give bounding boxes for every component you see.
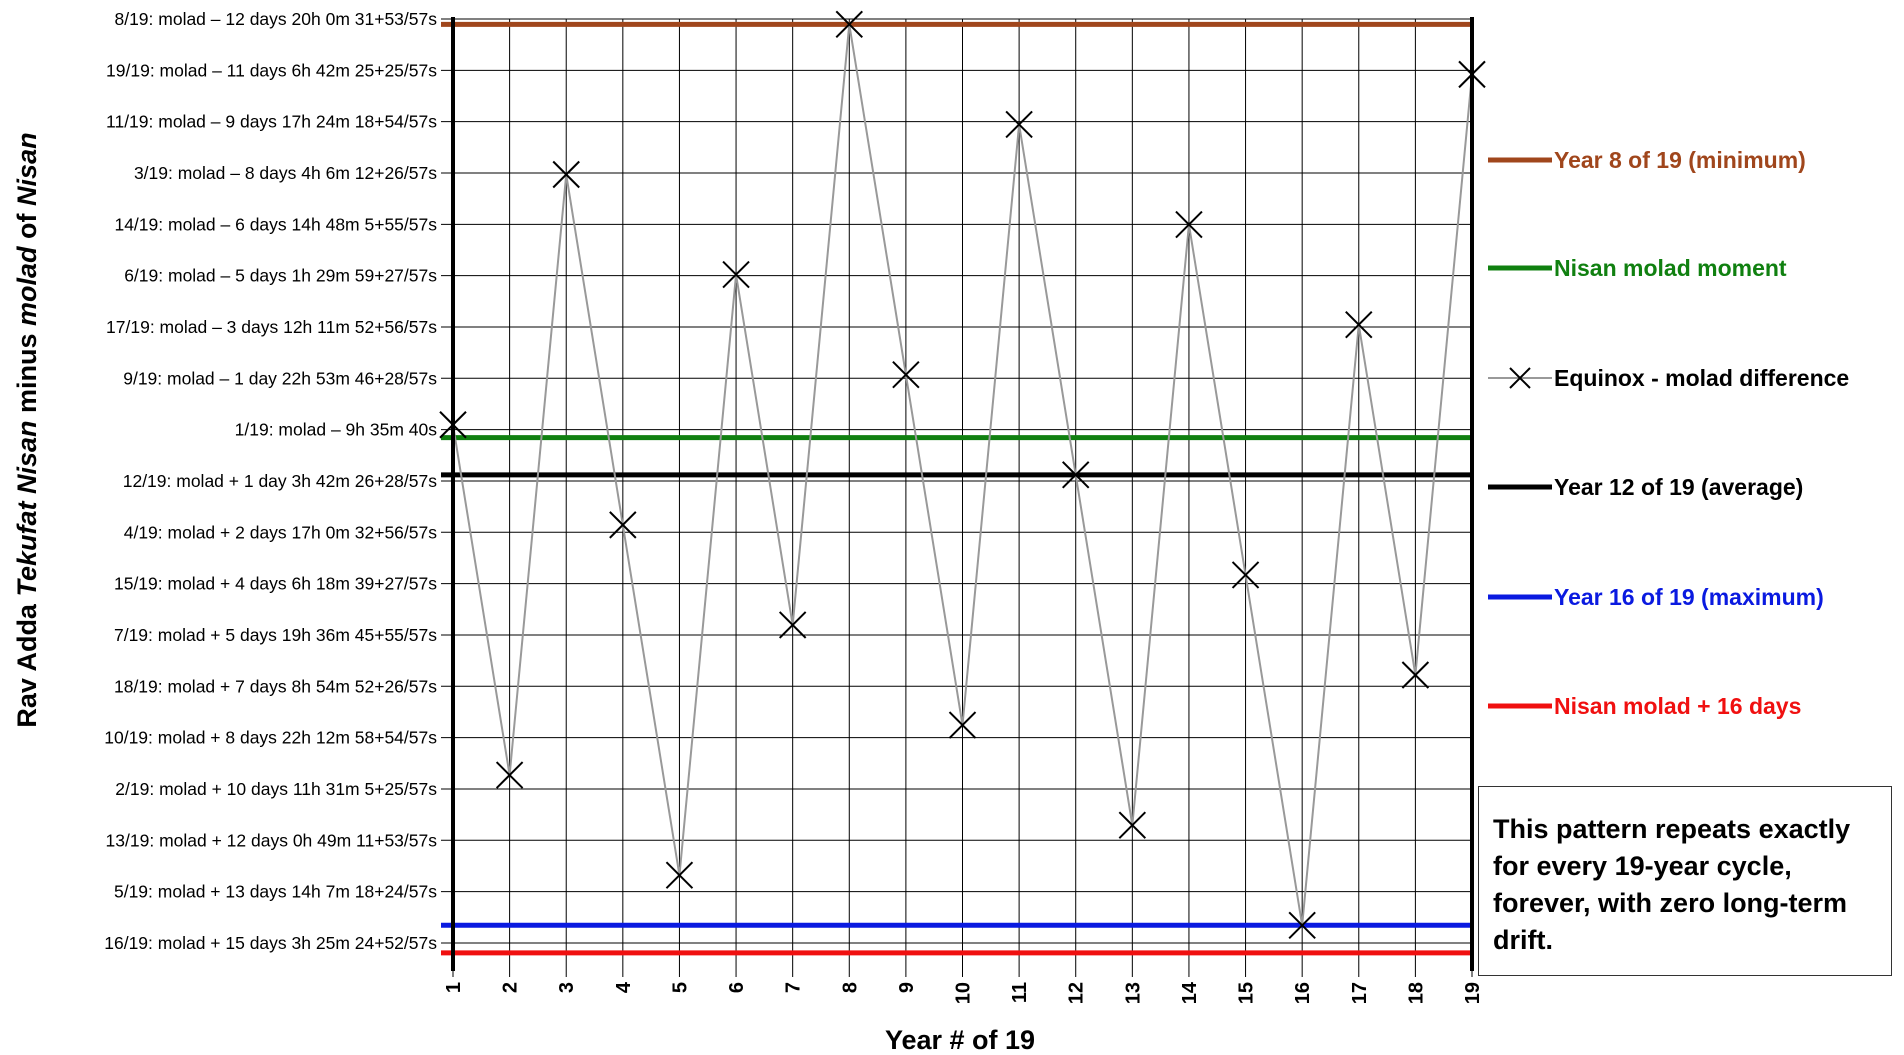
data-point-marker bbox=[609, 511, 637, 539]
data-point-marker bbox=[552, 160, 580, 189]
x-tick-label: 10 bbox=[953, 982, 975, 1004]
y-tick-label: 1/19: molad – 9h 35m 40s bbox=[235, 420, 438, 440]
y-tick-label: 7/19: molad + 5 days 19h 36m 45+55/57s bbox=[114, 625, 437, 645]
x-tick-label: 9 bbox=[896, 982, 918, 993]
y-tick-label: 6/19: molad – 5 days 1h 29m 59+27/57s bbox=[124, 266, 437, 286]
data-point-marker bbox=[778, 611, 807, 639]
legend-label: Year 12 of 19 (average) bbox=[1554, 474, 1803, 500]
y-tick-label: 3/19: molad – 8 days 4h 6m 12+26/57s bbox=[134, 163, 437, 183]
data-point-marker bbox=[1288, 911, 1316, 940]
data-point-marker bbox=[892, 361, 920, 389]
y-tick-label: 12/19: molad + 1 day 3h 42m 26+28/57s bbox=[123, 471, 438, 491]
data-point-marker bbox=[1118, 811, 1147, 839]
y-tick-label: 11/19: molad – 9 days 17h 24m 18+54/57s bbox=[106, 112, 437, 132]
data-point-marker bbox=[948, 711, 977, 739]
y-tick-label: 13/19: molad + 12 days 0h 49m 11+53/57s bbox=[106, 830, 438, 850]
y-tick-label: 18/19: molad + 7 days 8h 54m 52+26/57s bbox=[114, 676, 437, 696]
x-axis-title: Year # of 19 bbox=[885, 1025, 1035, 1055]
grid bbox=[441, 18, 1473, 977]
x-tick-label: 14 bbox=[1179, 981, 1201, 1004]
x-tick-label: 6 bbox=[726, 982, 748, 993]
y-tick-label: 2/19: molad + 10 days 11h 31m 5+25/57s bbox=[115, 779, 437, 799]
legend-item: Year 8 of 19 (minimum) bbox=[1488, 147, 1806, 173]
y-tick-label: 19/19: molad – 11 days 6h 42m 25+25/57s bbox=[106, 60, 437, 80]
y-tick-label: 9/19: molad – 1 day 22h 53m 46+28/57s bbox=[123, 368, 437, 388]
data-point-marker bbox=[665, 861, 694, 889]
y-tick-label: 8/19: molad – 12 days 20h 0m 31+53/57s bbox=[114, 9, 437, 29]
x-tick-label: 11 bbox=[1009, 982, 1031, 1003]
legend: Year 8 of 19 (minimum) Nisan molad moment… bbox=[1488, 147, 1849, 719]
legend-item: Nisan molad moment bbox=[1488, 255, 1787, 281]
y-axis-title-part: Tekufat Nisan bbox=[12, 420, 42, 596]
x-tick-label: 12 bbox=[1066, 982, 1088, 1004]
x-tick-label: 3 bbox=[556, 982, 578, 993]
x-tick-label: 4 bbox=[613, 981, 635, 993]
y-tick-label: 14/19: molad – 6 days 14h 48m 5+55/57s bbox=[114, 214, 437, 234]
data-point-marker bbox=[1062, 461, 1090, 489]
legend-item: Year 12 of 19 (average) bbox=[1488, 474, 1803, 500]
y-axis-title-part: Nisan bbox=[12, 132, 42, 206]
data-series bbox=[439, 10, 1486, 940]
data-point-marker bbox=[1345, 310, 1373, 339]
data-point-marker bbox=[1401, 661, 1430, 689]
x-tick-label: 15 bbox=[1236, 982, 1258, 1004]
x-tick-label: 8 bbox=[839, 982, 861, 993]
x-tick-label: 1 bbox=[443, 982, 465, 993]
x-tick-label: 16 bbox=[1292, 982, 1314, 1004]
legend-label: Nisan molad + 16 days bbox=[1554, 693, 1801, 719]
legend-item: Nisan molad + 16 days bbox=[1488, 693, 1801, 719]
data-point-marker bbox=[495, 761, 524, 789]
x-tick-label: 5 bbox=[669, 982, 691, 993]
legend-label: Year 16 of 19 (maximum) bbox=[1554, 584, 1824, 610]
y-axis-title-part: minus bbox=[12, 326, 42, 421]
x-tick-label: 17 bbox=[1349, 982, 1371, 1004]
y-tick-label: 5/19: molad + 13 days 14h 7m 18+24/57s bbox=[114, 882, 437, 902]
x-tick-labels: 1 2 3 4 5 6 7 8 9 10 11 12 13 14 15 16 17 18 19 bbox=[443, 981, 1484, 1004]
axes bbox=[451, 17, 1474, 971]
x-tick-label: 2 bbox=[500, 982, 522, 993]
legend-label: Year 8 of 19 (minimum) bbox=[1554, 147, 1806, 173]
y-tick-labels: 8/19: molad – 12 days 20h 0m 31+53/57s 19… bbox=[104, 9, 437, 953]
y-axis-title: Rav Adda Tekufat Nisan minus molad of Ni… bbox=[12, 132, 42, 727]
y-axis-title-part: Rav Adda bbox=[12, 597, 42, 728]
legend-item: Year 16 of 19 (maximum) bbox=[1488, 584, 1824, 610]
y-axis-title-part: of bbox=[12, 206, 42, 247]
y-tick-label: 4/19: molad + 2 days 17h 0m 32+56/57s bbox=[124, 522, 438, 542]
reference-lines bbox=[441, 21, 1472, 956]
x-tick-label: 7 bbox=[783, 982, 805, 993]
x-tick-label: 19 bbox=[1462, 982, 1484, 1004]
legend-item: Equinox - molad difference bbox=[1488, 365, 1849, 391]
y-tick-label: 10/19: molad + 8 days 22h 12m 58+54/57s bbox=[104, 728, 437, 748]
x-tick-label: 18 bbox=[1405, 982, 1427, 1004]
data-point-marker bbox=[1231, 561, 1260, 589]
data-point-marker bbox=[722, 260, 750, 289]
y-tick-label: 17/19: molad – 3 days 12h 11m 52+56/57s bbox=[106, 317, 437, 337]
legend-label: Equinox - molad difference bbox=[1554, 365, 1849, 391]
y-tick-label: 16/19: molad + 15 days 3h 25m 24+52/57s bbox=[104, 933, 437, 953]
note-box: This pattern repeats exactly for every 1… bbox=[1478, 786, 1892, 976]
note-text: This pattern repeats exactly for every 1… bbox=[1493, 814, 1851, 955]
legend-label: Nisan molad moment bbox=[1554, 255, 1787, 281]
data-point-marker bbox=[1005, 110, 1033, 139]
y-tick-label: 15/19: molad + 4 days 6h 18m 39+27/57s bbox=[114, 574, 437, 594]
y-axis-title-part: molad bbox=[12, 246, 42, 326]
x-tick-label: 13 bbox=[1122, 982, 1144, 1004]
data-point-marker bbox=[1175, 210, 1203, 239]
legend-marker bbox=[1509, 367, 1531, 389]
data-point-marker bbox=[835, 10, 863, 39]
